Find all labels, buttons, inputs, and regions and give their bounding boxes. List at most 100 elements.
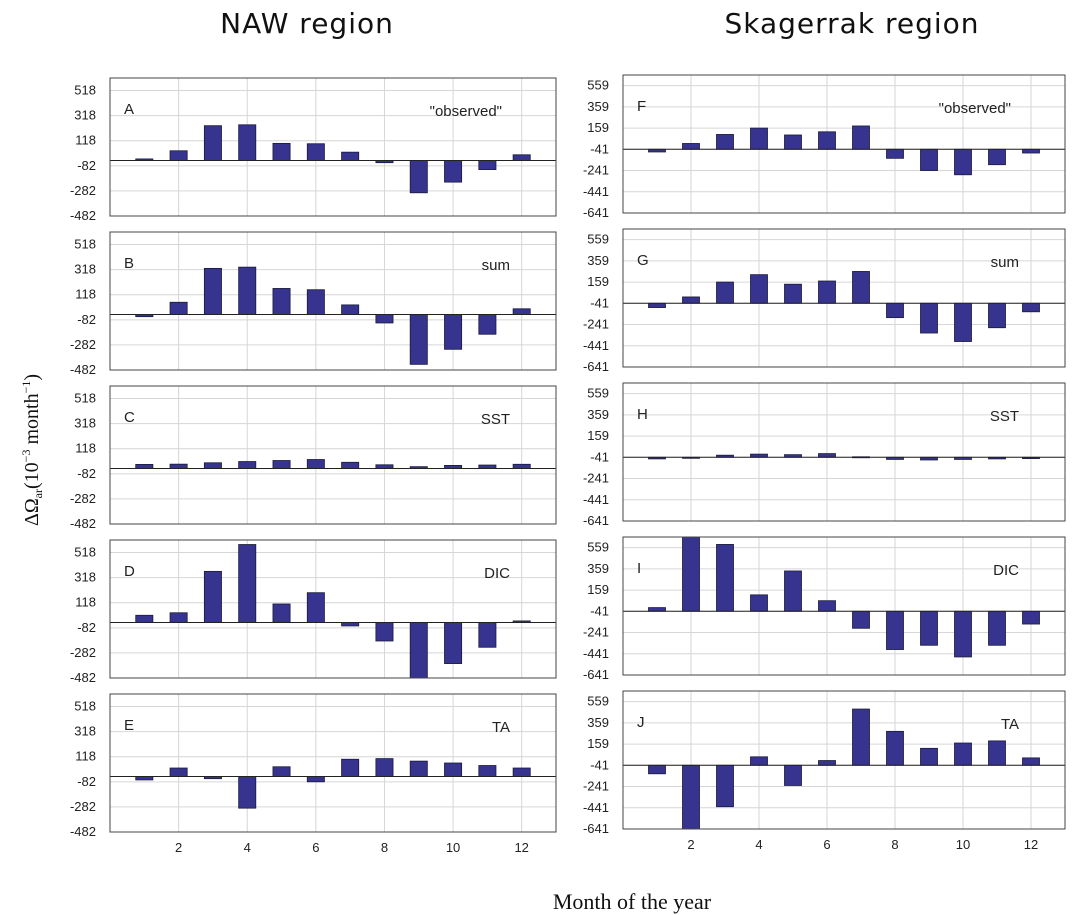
bar-J-3 [716,764,734,808]
bar-F-2 [682,143,700,150]
bar-B-12 [512,308,531,315]
bar-C-6 [306,459,325,469]
panel-frame [622,228,1066,368]
bar-G-1 [648,302,666,308]
y-tick-label: -441 [583,184,609,199]
bar-D-8 [375,622,394,642]
x-tick-label: 2 [687,837,694,852]
bar-G-7 [852,271,870,304]
y-tick-label: -82 [77,466,96,481]
y-tick-label: 518 [74,237,96,252]
panels-group: 518 318 118 -82 -282 -482 A "observed" 518 318 118… [70,74,1066,855]
y-tick-label: -41 [590,757,609,772]
bar-E-2 [169,767,188,777]
bar-E-7 [341,758,360,777]
bar-I-12 [1022,610,1040,625]
y-tick-label: -82 [77,620,96,635]
bar-C-4 [238,461,257,469]
bar-J-7 [852,708,870,766]
bar-E-5 [272,766,291,777]
x-tick-label: 10 [446,840,460,855]
y-tick-label: 359 [587,99,609,114]
y-tick-label: -641 [583,205,609,220]
y-tick-label: 518 [74,391,96,406]
bar-E-9 [409,760,428,777]
y-tick-label: -641 [583,359,609,374]
y-tick-label: 318 [74,416,96,431]
x-tick-label: 6 [823,837,830,852]
y-tick-label: 159 [587,428,609,443]
panel-A: 518 318 118 -82 -282 -482 A "observed" [70,77,557,223]
bar-A-3 [203,125,222,161]
panel-label: SST [481,411,510,428]
bar-E-11 [478,765,497,777]
x-tick-label: 8 [891,837,898,852]
y-tick-label: 159 [587,274,609,289]
bar-B-5 [272,288,291,315]
y-tick-label: -641 [583,513,609,528]
bar-I-3 [716,544,734,612]
panel-B: 518 318 118 -82 -282 -482 B sum [70,231,557,377]
x-tick-label: 2 [175,840,182,855]
bar-C-1 [135,464,154,469]
y-tick-label: -441 [583,800,609,815]
y-tick-label: -282 [70,337,96,352]
bar-G-12 [1022,302,1040,313]
bar-G-10 [954,302,972,342]
bar-A-2 [169,150,188,161]
bar-A-6 [306,143,325,161]
bar-B-9 [409,314,428,365]
bar-I-9 [920,610,938,646]
y-tick-label: -41 [590,295,609,310]
bar-C-2 [169,463,188,469]
y-tick-label: -441 [583,492,609,507]
panel-label: DIC [993,562,1019,579]
panel-F: 559 359 159 -41 -241 -441 -641 F "observed" [583,74,1066,220]
panel-frame [622,74,1066,214]
panel-letter: D [124,563,135,580]
panel-D: 518 318 118 -82 -282 -482 D DIC [70,539,557,685]
panel-H: 559 359 159 -41 -241 -441 -641 H SST [583,382,1066,528]
bar-A-9 [409,160,428,194]
bar-J-1 [648,764,666,775]
bar-D-2 [169,612,188,623]
bar-D-1 [135,614,154,623]
y-tick-label: 359 [587,715,609,730]
y-tick-label: 359 [587,561,609,576]
panel-label: TA [1001,716,1019,733]
bar-B-7 [341,304,360,315]
y-tick-label: 559 [587,694,609,709]
bar-F-4 [750,127,768,150]
y-tick-label: -641 [583,821,609,836]
y-tick-label: 359 [587,407,609,422]
panel-frame [622,690,1066,830]
x-tick-label: 12 [1024,837,1038,852]
panel-letter: F [637,98,646,115]
bar-F-8 [886,148,904,159]
panel-C: 518 318 118 -82 -282 -482 C SST [70,385,557,531]
y-tick-label: -282 [70,799,96,814]
panel-label: "observed" [939,100,1011,117]
panel-letter: E [124,717,134,734]
x-tick-label: 8 [381,840,388,855]
y-tick-label: -241 [583,471,609,486]
panel-label: sum [482,257,510,274]
panel-letter: I [637,560,641,577]
y-tick-label: 318 [74,262,96,277]
bar-I-10 [954,610,972,658]
y-tick-label: 159 [587,582,609,597]
bar-A-5 [272,142,291,161]
y-tick-label: 318 [74,724,96,739]
left-region-title: NAW region [220,7,394,40]
bar-B-10 [444,314,463,350]
bar-D-10 [444,622,463,664]
bar-J-12 [1022,757,1040,766]
y-tick-label: 559 [587,540,609,555]
bar-E-10 [444,762,463,777]
panel-G: 559 359 159 -41 -241 -441 -641 G sum [583,228,1066,374]
y-tick-label: -41 [590,449,609,464]
bar-A-7 [341,151,360,161]
bar-D-11 [478,622,497,648]
panel-frame [622,536,1066,676]
panel-letter: J [637,714,645,731]
